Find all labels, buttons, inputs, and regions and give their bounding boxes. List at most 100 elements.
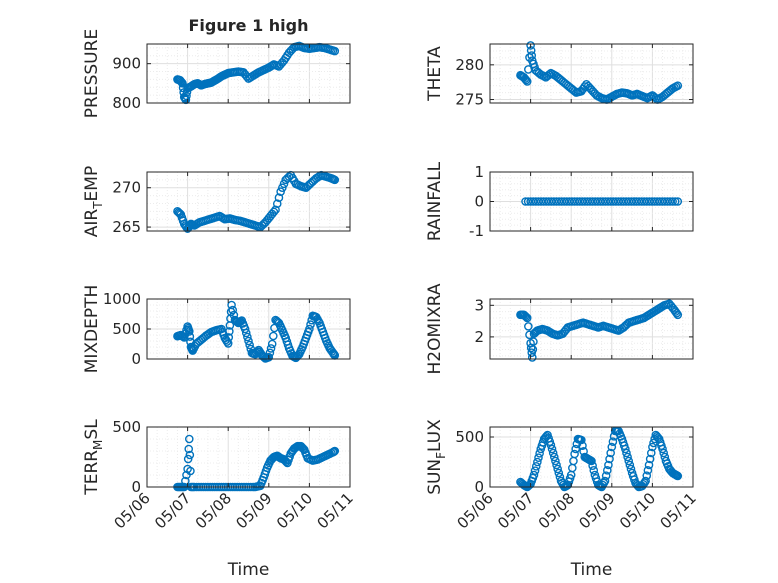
data-point: [551, 456, 560, 466]
subplot-h2omixra: 2 3 H2OMIXRA: [425, 283, 694, 375]
y-tick-label: 500: [455, 428, 484, 446]
data-point: [330, 46, 340, 56]
data-point: [605, 454, 614, 464]
data-point: [223, 339, 233, 348]
y-tick-label: 800: [112, 94, 141, 112]
data-point: [525, 330, 534, 340]
data-point: [267, 339, 277, 349]
data-point: [645, 454, 655, 464]
data-point: [185, 332, 195, 341]
x-axis-label: Time: [227, 560, 270, 580]
data-point: [546, 440, 556, 450]
data-point: [670, 197, 680, 206]
data-point: [554, 468, 564, 478]
data-point: [522, 77, 532, 86]
series-markers: [516, 41, 683, 104]
series-markers: [173, 300, 340, 363]
data-point: [547, 444, 557, 454]
data-point: [228, 305, 238, 315]
data-point: [577, 435, 586, 445]
data-point: [269, 207, 279, 217]
axes-frame: [489, 43, 694, 104]
y-tick-label: 1000: [103, 290, 141, 308]
data-point: [245, 340, 254, 350]
data-point: [521, 75, 531, 85]
data-point: [641, 476, 650, 486]
data-point: [668, 197, 677, 206]
data-point: [271, 205, 280, 215]
data-point: [183, 454, 193, 464]
axes-frame: [489, 426, 694, 488]
data-point: [522, 313, 532, 323]
y-axis-label: PRESSURE: [82, 29, 102, 118]
data-point: [531, 462, 541, 471]
data-point: [533, 457, 542, 467]
y-tick-label: 500: [112, 320, 141, 338]
data-point: [224, 333, 234, 342]
data-point: [184, 444, 194, 454]
data-point: [624, 456, 634, 466]
data-point: [622, 448, 631, 458]
data-point: [181, 476, 190, 486]
data-point: [653, 433, 663, 442]
series-markers: [173, 41, 340, 105]
data-point: [578, 441, 587, 450]
data-point: [621, 444, 630, 454]
data-point: [588, 461, 597, 470]
data-point: [306, 320, 315, 329]
data-point: [521, 312, 531, 322]
data-point: [269, 331, 278, 341]
data-point: [529, 337, 538, 346]
y-axis-label: SUNFLUX: [425, 419, 448, 495]
x-tick-label: 05/07: [494, 489, 537, 532]
figure-title: Figure 1 high: [189, 16, 309, 35]
x-tick-label: 05/07: [151, 489, 194, 532]
data-point: [330, 175, 340, 185]
series-markers: [173, 170, 340, 233]
subplot-terr-msl: 050005/0605/0705/0805/0905/1005/11TERRMS…: [82, 418, 357, 580]
data-point: [606, 448, 615, 458]
data-point: [602, 466, 612, 475]
data-point: [571, 444, 581, 454]
axes-frame: [489, 298, 694, 360]
y-tick-label: 0: [474, 193, 484, 211]
data-point: [659, 448, 668, 458]
data-point: [177, 77, 186, 87]
data-point: [608, 437, 618, 446]
data-point: [553, 464, 562, 474]
data-point: [243, 332, 252, 342]
y-tick-label: 280: [455, 56, 484, 74]
axes-frame: [146, 171, 351, 232]
data-point: [227, 300, 236, 310]
data-point: [186, 466, 195, 476]
data-point: [175, 209, 185, 218]
data-point: [587, 456, 596, 466]
data-point: [184, 327, 194, 336]
data-point: [278, 183, 287, 193]
data-point: [526, 41, 535, 50]
data-point: [623, 452, 632, 462]
data-point: [274, 193, 284, 202]
data-point: [241, 328, 251, 338]
x-tick-label: 05/08: [192, 489, 235, 532]
data-point: [178, 79, 187, 88]
data-point: [264, 352, 274, 362]
data-point: [185, 450, 195, 460]
data-point: [644, 460, 654, 470]
subplot-theta: 275 280 THETA: [425, 41, 694, 109]
data-point: [600, 476, 610, 486]
data-point: [570, 449, 579, 459]
data-point: [527, 51, 537, 60]
y-tick-label: 1: [474, 163, 484, 181]
data-point: [658, 444, 667, 454]
axes-frame: [146, 426, 351, 488]
data-point: [265, 348, 275, 358]
x-tick-label: 05/09: [575, 489, 618, 532]
y-tick-label: 900: [112, 55, 141, 73]
data-point: [529, 470, 539, 480]
data-point: [182, 91, 191, 101]
y-tick-label: 0: [131, 350, 141, 368]
x-tick-label: 05/11: [657, 489, 700, 532]
data-point: [527, 353, 537, 362]
